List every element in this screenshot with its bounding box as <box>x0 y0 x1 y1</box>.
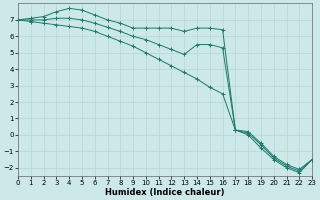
X-axis label: Humidex (Indice chaleur): Humidex (Indice chaleur) <box>105 188 225 197</box>
